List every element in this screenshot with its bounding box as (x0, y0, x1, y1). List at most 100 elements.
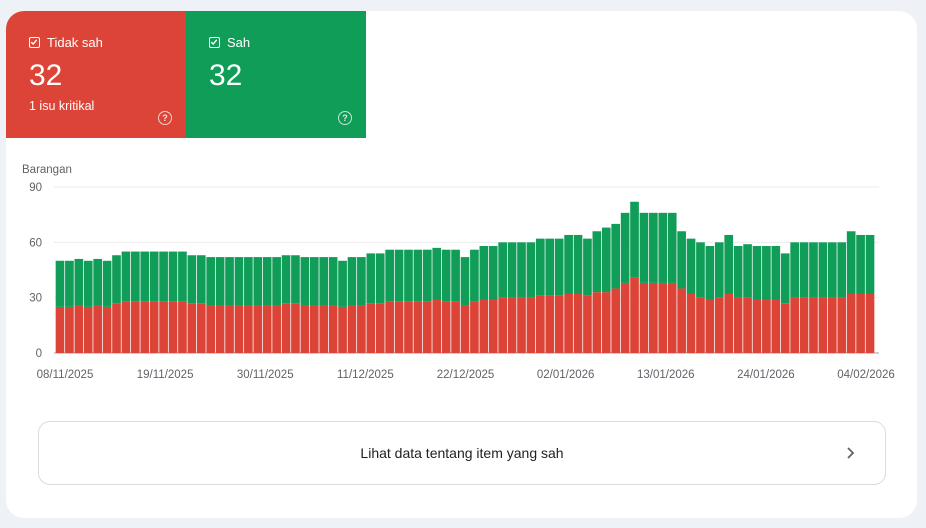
bar-invalid (93, 305, 103, 353)
x-tick-label: 04/02/2026 (837, 369, 895, 381)
bar-valid (74, 258, 84, 306)
bar-invalid (658, 282, 668, 353)
bar-invalid (818, 297, 828, 353)
bar-valid (262, 257, 272, 306)
chevron-right-icon (847, 447, 855, 459)
bar-invalid (422, 301, 432, 353)
invalid-label: Tidak sah (47, 35, 103, 50)
help-icon[interactable]: ? (338, 111, 352, 125)
bar-valid (818, 242, 828, 298)
bar-invalid (724, 293, 734, 353)
bar-invalid (328, 305, 338, 353)
checkbox-checked-icon[interactable] (29, 37, 40, 48)
bar-invalid (272, 305, 281, 353)
bar-valid (131, 251, 140, 302)
bar-invalid (196, 303, 206, 353)
x-tick-label: 02/01/2026 (537, 369, 595, 381)
invalid-tile-header: Tidak sah (29, 35, 103, 50)
bar-valid (686, 238, 696, 294)
bar-invalid (696, 297, 705, 353)
bar-invalid (517, 297, 526, 353)
bar-invalid (206, 305, 216, 353)
bar-valid (856, 234, 865, 294)
x-tick-label: 30/11/2025 (237, 369, 294, 381)
bar-valid (196, 255, 206, 304)
bar-valid (413, 249, 423, 302)
bar-valid (846, 231, 856, 294)
invalid-tile[interactable]: Tidak sah 32 1 isu kritikal ? (6, 11, 186, 138)
bar-invalid (253, 305, 263, 353)
bar-valid (168, 251, 178, 302)
valid-tile-header: Sah (209, 35, 250, 50)
bar-invalid (347, 305, 357, 353)
bar-invalid (837, 297, 847, 353)
x-tick-label: 22/12/2025 (437, 369, 495, 381)
bar-valid (375, 253, 385, 304)
bar-invalid (244, 305, 253, 353)
bar-valid (309, 257, 319, 306)
bar-valid (253, 257, 263, 306)
bar-valid (225, 257, 234, 306)
bar-invalid (55, 306, 65, 353)
bar-valid (583, 238, 592, 296)
bar-invalid (649, 282, 658, 353)
bar-invalid (168, 301, 178, 353)
bar-invalid (762, 299, 771, 353)
bar-invalid (357, 305, 366, 353)
bar-invalid (112, 303, 121, 353)
bar-valid (422, 249, 432, 302)
bar-valid (865, 234, 875, 294)
bar-valid (733, 246, 743, 298)
bar-valid (394, 249, 404, 302)
bar-valid (441, 249, 451, 302)
bar-valid (752, 246, 762, 300)
bar-valid (385, 249, 394, 302)
bar-valid (102, 260, 112, 307)
bar-valid (479, 246, 489, 300)
valid-tile[interactable]: Sah 32 ? (186, 11, 366, 138)
bar-valid (827, 242, 837, 298)
bar-valid (507, 242, 517, 298)
x-tick-label: 24/01/2026 (737, 369, 795, 381)
bar-valid (83, 260, 93, 307)
bar-valid (159, 251, 168, 302)
bar-valid (272, 257, 281, 306)
bar-valid (470, 249, 479, 302)
bar-invalid (404, 301, 413, 353)
bar-invalid (262, 305, 272, 353)
bar-invalid (441, 301, 451, 353)
bar-invalid (827, 297, 837, 353)
bar-invalid (470, 301, 479, 353)
checkbox-checked-icon[interactable] (209, 37, 220, 48)
bar-invalid (159, 301, 168, 353)
bar-valid (545, 238, 555, 296)
bar-invalid (83, 306, 93, 353)
bar-valid (55, 260, 65, 307)
help-icon[interactable]: ? (158, 111, 172, 125)
view-valid-items-link[interactable]: Lihat data tentang item yang sah (38, 421, 886, 485)
bar-invalid (338, 306, 347, 353)
bar-invalid (611, 288, 621, 353)
bar-valid (762, 246, 771, 300)
bar-valid (649, 212, 658, 283)
bar-invalid (526, 297, 536, 353)
bar-invalid (291, 303, 300, 353)
bar-valid (328, 257, 338, 306)
bar-valid (149, 251, 159, 302)
bar-invalid (799, 297, 809, 353)
bar-valid (639, 212, 649, 283)
bar-valid (771, 246, 781, 300)
bar-invalid (488, 299, 498, 353)
bar-invalid (234, 305, 244, 353)
bar-invalid (65, 306, 74, 353)
bar-valid (677, 231, 686, 289)
bar-invalid (102, 306, 112, 353)
bar-invalid (74, 305, 84, 353)
bar-invalid (187, 303, 197, 353)
bar-invalid (771, 299, 781, 353)
bar-invalid (451, 301, 460, 353)
invalid-count: 32 (29, 59, 63, 92)
bar-invalid (394, 301, 404, 353)
bar-invalid (752, 299, 762, 353)
bar-valid (488, 246, 498, 300)
